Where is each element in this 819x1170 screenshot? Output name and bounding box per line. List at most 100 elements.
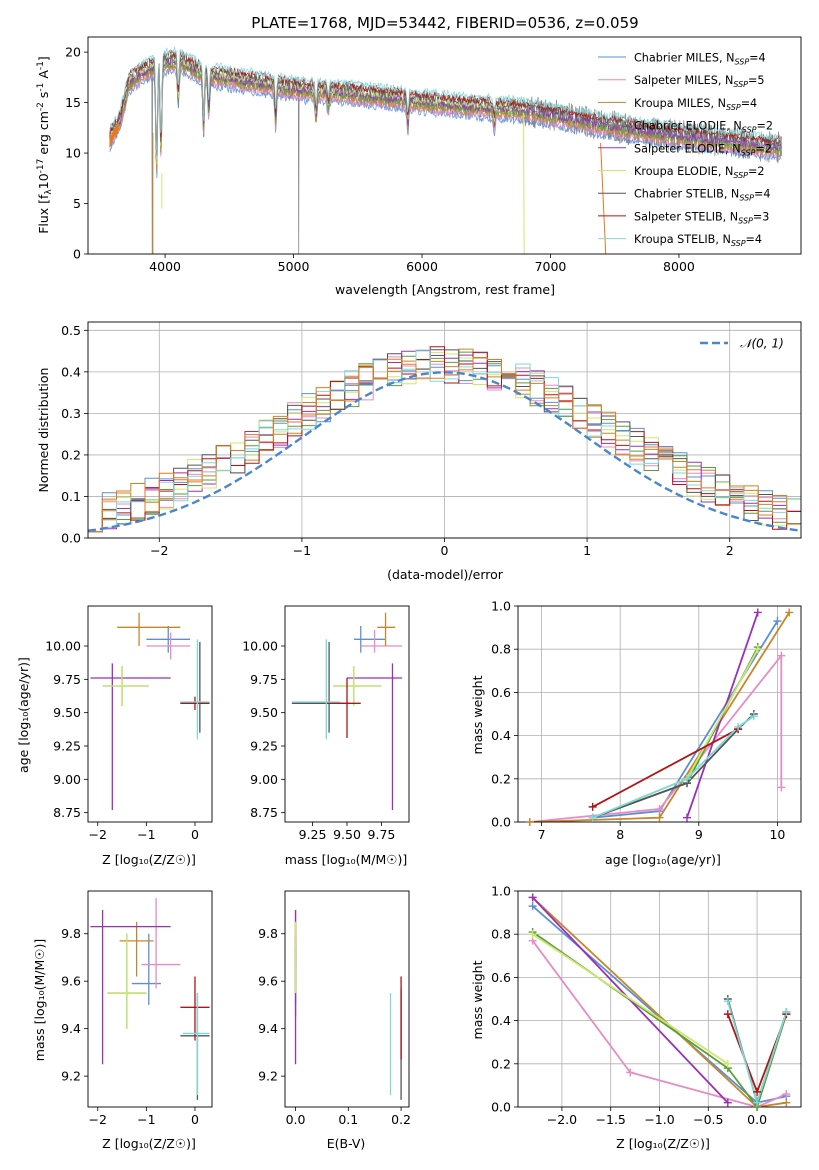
p2-ytick-label-3: 0.3 [61,406,81,421]
p8-xtick-label-0: −2.0 [547,1112,577,1127]
p4-ytick-label-3: 9.50 [250,705,278,720]
normal-curve-line [88,371,801,532]
p3-xtick-label-2: 0 [191,827,199,842]
p5-ytick-label-2: 0.4 [491,728,511,743]
p5-ytick-label-1: 0.2 [491,771,511,786]
p8-axes: −2.0 −1.5 −1.0 −0.5 0.0 0.0 0.2 0.4 0.6 0.8 1.0 [491,884,802,1127]
p7-ytick-label-0: 9.2 [258,1069,278,1084]
p5-series-line-8 [592,715,755,819]
p1-xtick-label-2: 6000 [406,259,438,274]
legend-post: =5 [748,74,765,87]
legend-sub: SSP [734,58,749,67]
p1-legend-label-5: Kroupa ELODIE, NSSP=2 [634,165,765,180]
p8-series-line-5 [532,933,729,1065]
p6-xlabel: Z [log₁₀(Z/Z☉)] [102,1136,196,1151]
residual-hist-9 [88,357,801,533]
p8-marker-5-1 [723,1059,732,1068]
p2-axes: −2 −1 0 1 2 0.0 0.1 0.2 0.3 0.4 0.5 𝒩(0, 1) [61,321,802,558]
legend-post: =2 [748,165,765,178]
p2-xtick-label-1: −1 [293,543,311,558]
p3-ylabel: age [log₁₀(age/yr)] [16,657,31,773]
p1-legend-label-0: Chabrier MILES, NSSP=4 [634,52,766,67]
legend-text: Kroupa ELODIE, N [634,165,733,178]
p2-ytick-label-2: 0.2 [61,447,81,462]
residual-hist-7 [88,346,801,533]
legend-post: =2 [755,142,772,155]
p5-marker-1-3 [777,783,786,792]
p5-xtick-label-0: 7 [538,827,546,842]
p2-ytick-label-5: 0.5 [61,323,81,338]
p5-plot-area [529,612,790,822]
legend-text: Salpeter ELODIE, N [634,142,741,155]
p1-legend-label-6: Chabrier STELIB, NSSP=4 [634,188,771,203]
p8-ytick-label-4: 0.8 [491,927,511,942]
p3-axes: −2 −1 0 8.75 9.00 9.25 9.50 9.75 10.00 [45,605,213,842]
p3-xlabel: Z [log₁₀(Z/Z☉)] [102,852,196,867]
p5-ytick-label-5: 1.0 [491,599,511,614]
p3-ytick-label-2: 9.25 [53,739,81,754]
model-line-1 [109,65,782,171]
legend-post: =4 [741,97,758,110]
p7-xlabel: E(B-V) [327,1136,366,1151]
p2-legend-label: 𝒩(0, 1) [740,337,784,351]
p2-xlabel: (data-model)/error [387,567,504,582]
p5-marker-7-0 [588,802,597,811]
p5-series-line-7 [592,728,739,808]
model-blue-edge [109,122,120,146]
p3-xtick-label-1: −1 [137,827,155,842]
p8-ytick-label-3: 0.6 [491,970,511,985]
p1-legend-label-2: Kroupa MILES, NSSP=4 [634,97,757,112]
p3-ytick-label-5: 10.00 [45,639,81,654]
p2-xtick-label-3: 1 [583,543,591,558]
p1-xlabel: wavelength [Angstrom, rest frame] [335,282,555,297]
p7-xtick-label-1: 0.1 [338,1112,358,1127]
p2-ytick-label-0: 0.0 [61,531,81,546]
p4-ytick-label-1: 9.00 [250,772,278,787]
p8-marker-7-0 [723,1010,732,1019]
p1-ytick-label-3: 15 [65,95,81,110]
p5-ytick-label-4: 0.8 [491,642,511,657]
p4-plot-area [291,612,403,810]
legend-text: Kroupa STELIB, N [634,233,731,246]
legend-sub: SSP [739,194,754,203]
p2-xtick-label-2: 0 [441,543,449,558]
p1-legend-label-1: Salpeter MILES, NSSP=5 [634,74,765,89]
p5-axes: 7 8 9 10 0.0 0.2 0.4 0.6 0.8 1.0 [491,599,802,842]
p1-frame [87,36,802,255]
p1-legend-label-8: Kroupa STELIB, NSSP=4 [634,233,762,248]
legend-sub: SSP [731,239,746,248]
p8-marker-4-1 [723,1098,732,1107]
p1-xtick-label-1: 5000 [278,259,310,274]
p5-marker-1-2 [777,651,786,660]
p5-marker-4-0 [683,813,692,822]
p5-marker-4-1 [753,608,762,617]
p5-series-line-1 [529,653,783,822]
p8-marker-8-1 [753,1098,762,1107]
p4-axes: 9.25 9.50 9.75 8.75 9.00 9.25 9.50 9.75 10.00 [242,605,410,842]
p5-marker-0-2 [773,617,782,626]
p6-xtick-label-0: −2 [89,1112,107,1127]
p7-ytick-label-3: 9.8 [258,926,278,941]
kroupa-elodie-drop [523,112,525,254]
p8-marker-5-0 [528,930,537,939]
legend-text: Chabrier STELIB, N [634,188,739,201]
p4-xtick-label-1: 9.50 [333,827,361,842]
p1-plot-area [109,46,782,254]
p8-xtick-label-3: −0.5 [693,1112,723,1127]
legend-sub: SSP [742,126,757,135]
p1-xtick-label-4: 8000 [663,259,695,274]
p6-axes: −2 −1 0 9.2 9.4 9.6 9.8 [61,890,213,1127]
legend-text: Salpeter MILES, N [634,74,733,87]
figure-title: PLATE=1768, MJD=53442, FIBERID=0536, z=0… [251,14,638,32]
p4-xtick-label-0: 9.25 [299,827,327,842]
p1-legend-label-4: Salpeter ELODIE, NSSP=2 [634,142,772,157]
p2-ylabel: Normed distribution [36,368,51,493]
p1-axes: 4000 5000 6000 7000 8000 0 5 10 15 20 Chabrier MIL… [65,36,802,274]
p1-legend-label-3: Chabrier ELODIE, NSSP=2 [634,120,773,135]
legend-post: =4 [749,52,766,65]
legend-post: =4 [754,188,771,201]
legend-text: Chabrier ELODIE, N [634,120,742,133]
model-line-4 [109,56,782,164]
p6-ytick-label-0: 9.2 [61,1069,81,1084]
p5-series-line-6 [592,713,755,819]
